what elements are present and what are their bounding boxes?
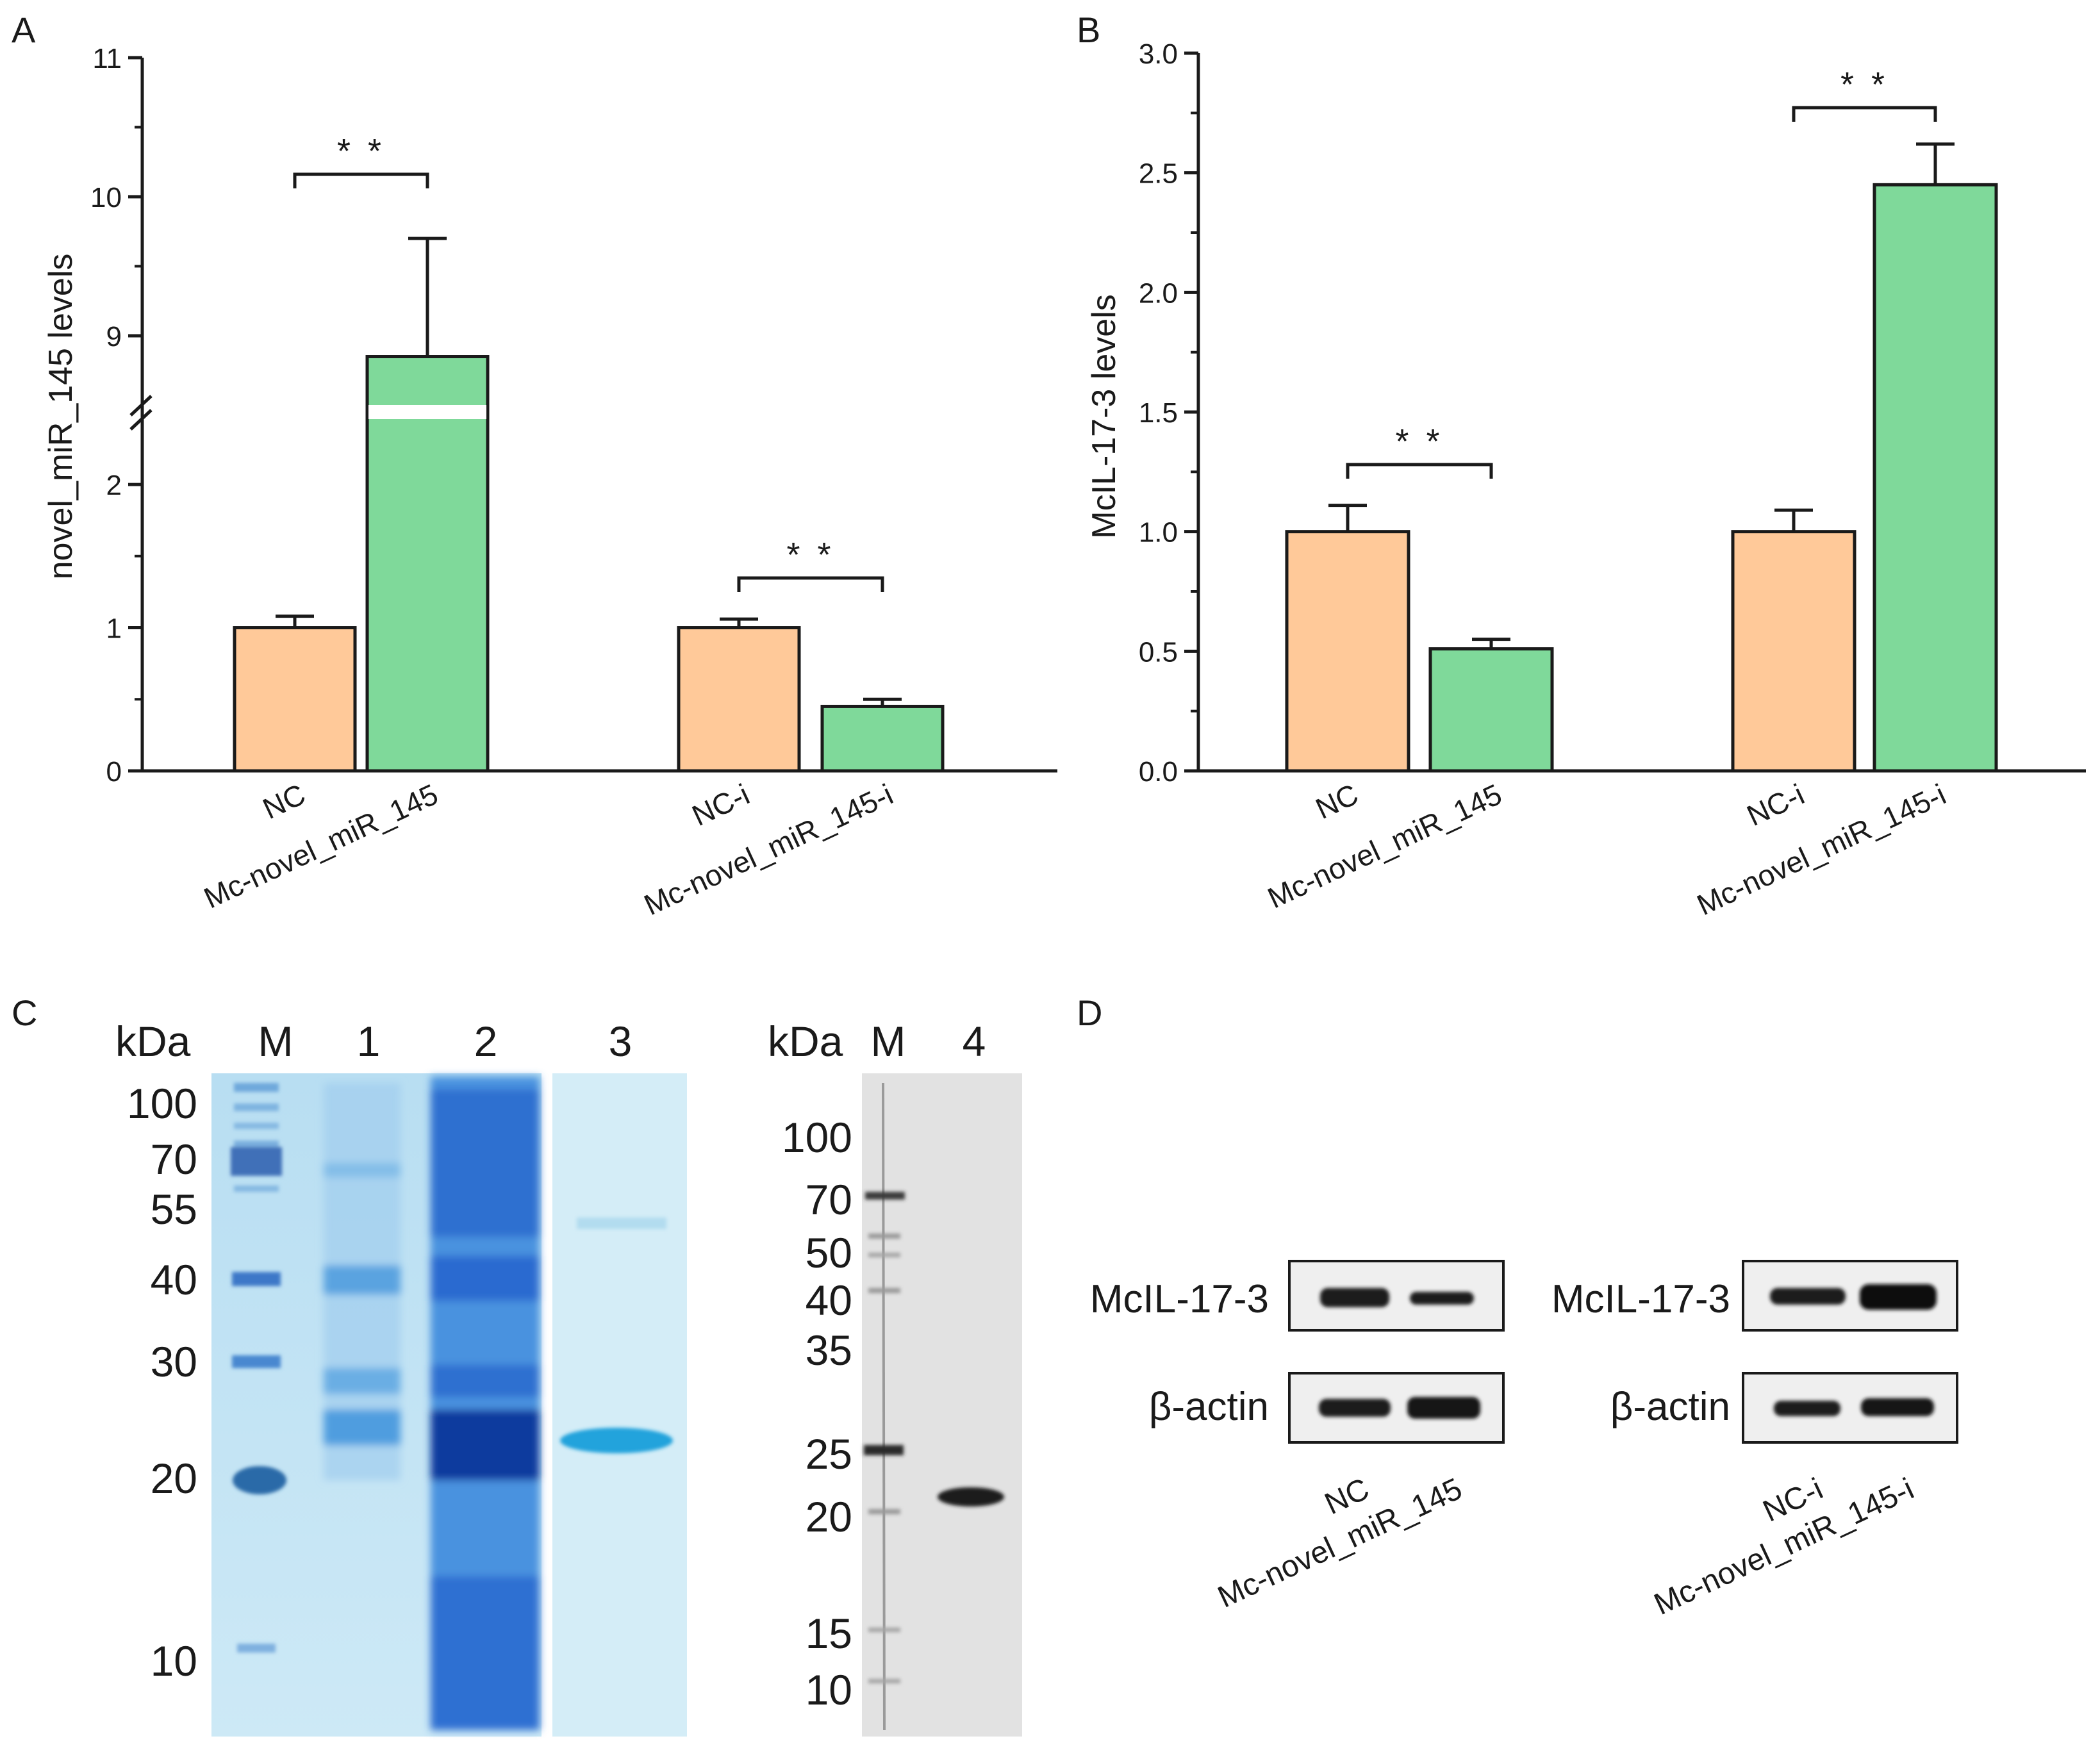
gel1-marker-20: 20 (151, 1455, 197, 1502)
blot1-row-label-actin: β-actin (1149, 1385, 1269, 1429)
chart-a-axis-break-1 (129, 395, 153, 417)
western-blot-d-right: McIL-17-3 β-actin NC-i Mc-novel_miR_145-… (1551, 1260, 1958, 1622)
gel1-marker-30: 30 (151, 1338, 197, 1385)
western-blot-c: kDa M 4 100 70 50 40 35 25 20 15 10 (768, 1018, 1022, 1737)
gel2-marker-15: 15 (806, 1610, 852, 1657)
panel-label-b: B (1077, 10, 1100, 50)
gel1-lane-1-bands (324, 1083, 401, 1480)
gel2-lane-4: 4 (963, 1018, 986, 1065)
chart-b-yticklabel-0: 0.0 (1139, 756, 1178, 788)
chart-a-sig-bracket-1 (737, 576, 884, 592)
chart-b-ylabel: McIL-17-3 levels (1086, 294, 1123, 538)
gel2-lane-m-bands (864, 1192, 905, 1683)
chart-b-yticklabel-2: 1.0 (1139, 517, 1178, 549)
gel1-lane-1: 1 (357, 1018, 381, 1065)
chart-b-sig-label-1: * * (1840, 65, 1889, 104)
chart-a-bar-2 (677, 626, 801, 773)
blot1-band-mcil-mc (1410, 1292, 1474, 1305)
chart-a-bar-1 (365, 355, 490, 773)
gel1-marker-55: 55 (151, 1185, 197, 1233)
chart-a-bar-3 (820, 704, 945, 773)
gel2-marker-10: 10 (806, 1666, 852, 1713)
chart-b-bar-3 (1873, 183, 1998, 773)
chart-b-yticklabel-3: 1.5 (1139, 397, 1178, 429)
chart-a-sig-label-0: * * (337, 132, 385, 170)
blot1-band-actin-nc (1319, 1399, 1391, 1417)
chart-b-yticklabel-6: 3.0 (1139, 38, 1178, 70)
gel2-marker-70: 70 (806, 1176, 852, 1223)
gel1-lane-2-bands (431, 1077, 540, 1730)
chart-a-xlabel-0: NC (258, 777, 310, 825)
chart-a-xlabel-2: NC-i (687, 777, 754, 832)
chart-b-sig-label-0: * * (1395, 422, 1443, 461)
gel2-lane-m: M (871, 1018, 906, 1065)
chart-b-bar-2 (1731, 530, 1856, 773)
chart-a-axis-break-2 (129, 409, 153, 431)
gel2-background (862, 1073, 1022, 1737)
chart-b-sig-bracket-1 (1792, 106, 1937, 122)
chart-a-sig-label-1: * * (786, 536, 834, 574)
panel-label-c: C (12, 993, 37, 1033)
chart-a-yticklabel-lower-2: 2 (106, 470, 122, 501)
gel1-lane-3-background (552, 1073, 687, 1737)
gel1-marker-40: 40 (151, 1256, 197, 1303)
blot1-band-mcil-nc (1320, 1288, 1389, 1307)
gel2-marker-50: 50 (806, 1229, 852, 1276)
chart-a-yticklabel-lower-0: 0 (106, 756, 122, 788)
chart-a-yticklabel-upper-1: 10 (90, 182, 122, 213)
chart-a-yticklabel-upper-2: 11 (92, 43, 122, 74)
gel2-lane-4-band (938, 1487, 1004, 1506)
blot2-band-actin-nci (1774, 1401, 1840, 1416)
chart-a-bar-0 (233, 626, 357, 773)
blot2-row-label-mcil: McIL-17-3 (1551, 1277, 1730, 1321)
chart-b-sig-bracket-0 (1346, 463, 1493, 479)
chart-b-yticklabel-5: 2.5 (1139, 158, 1178, 190)
chart-b-yticklabel-4: 2.0 (1139, 277, 1178, 309)
gel-sds-page: kDa M 1 2 3 100 70 55 40 30 20 10 (115, 1018, 687, 1737)
western-blot-d-left: McIL-17-3 β-actin NC Mc-novel_miR_145 (1090, 1260, 1505, 1615)
chart-a-ylabel: novel_miR_145 levels (42, 254, 79, 580)
panel-label-d: D (1077, 993, 1102, 1033)
blot2-band-actin-mci (1861, 1398, 1934, 1416)
chart-a-xlabel-1: Mc-novel_miR_145 (199, 777, 443, 915)
chart-b-xlabel-0: NC (1310, 777, 1363, 825)
chart-b-xlabel-1: Mc-novel_miR_145 (1262, 777, 1507, 915)
chart-a-yticklabel-lower-1: 1 (106, 613, 122, 645)
blot2-band-mcil-mci (1860, 1284, 1937, 1310)
gel1-lane-m-bands (231, 1083, 286, 1653)
gel2-marker-40: 40 (806, 1276, 852, 1324)
gel1-unit-label: kDa (115, 1018, 191, 1065)
gel2-unit-label: kDa (768, 1018, 843, 1065)
chart-b-bar-1 (1428, 647, 1554, 773)
gel1-lane-3-bands (560, 1218, 673, 1453)
chart-a-sig-bracket-0 (293, 172, 429, 188)
chart-a-yticklabel-upper-0: 9 (106, 321, 122, 352)
blot2-band-mcil-nci (1770, 1288, 1846, 1305)
gel1-lane-3: 3 (609, 1018, 632, 1065)
chart-b-yticklabel-1: 0.5 (1139, 636, 1178, 668)
gel1-marker-100: 100 (127, 1080, 197, 1127)
gel2-marker-25: 25 (806, 1430, 852, 1478)
gel2-marker-100: 100 (782, 1114, 852, 1161)
chart-a-xlabel-3: Mc-novel_miR_145-i (639, 777, 898, 921)
panel-label-a: A (12, 10, 36, 50)
blot1-band-actin-mc (1407, 1397, 1480, 1419)
gel1-marker-10: 10 (151, 1637, 197, 1685)
gel1-lane-2: 2 (474, 1018, 498, 1065)
chart-a-bar-break-gap (368, 405, 486, 419)
gel1-marker-70: 70 (151, 1135, 197, 1183)
gel2-marker-35: 35 (806, 1326, 852, 1374)
blot2-row-label-actin: β-actin (1610, 1385, 1730, 1429)
blot1-row-label-mcil: McIL-17-3 (1090, 1277, 1269, 1321)
gel1-lane-m: M (258, 1018, 294, 1065)
chart-b-xlabel-2: NC-i (1742, 777, 1809, 832)
chart-b-bar-0 (1285, 530, 1410, 773)
gel2-marker-20: 20 (806, 1493, 852, 1540)
chart-b-xlabel-3: Mc-novel_miR_145-i (1692, 777, 1951, 921)
